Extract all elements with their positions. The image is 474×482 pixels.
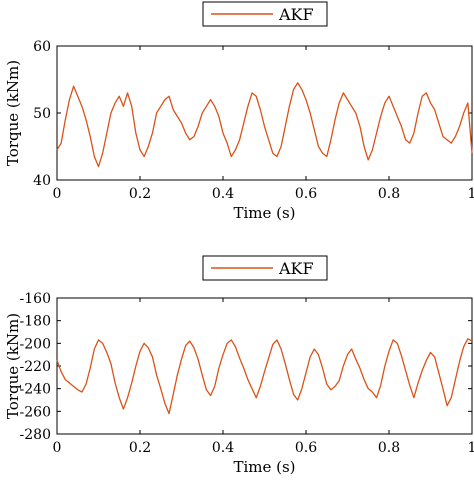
y-axis-label: Torque (kNm): [4, 313, 22, 419]
x-tick-label: 0.8: [378, 186, 400, 202]
series-line-akf: [56, 338, 473, 415]
y-tick-label: -200: [20, 336, 51, 352]
y-tick-label: -240: [20, 382, 51, 398]
legend-label: AKF: [278, 259, 314, 278]
x-tick-label: 0: [53, 186, 62, 202]
legend: AKF: [202, 1, 328, 27]
legend: AKF: [202, 255, 328, 281]
x-tick-label: 0.8: [378, 440, 400, 456]
x-tick-label: 0.6: [295, 186, 317, 202]
y-axis-label: Torque (kNm): [4, 60, 22, 166]
y-tick-label: -260: [20, 404, 51, 420]
y-tick-label: 50: [33, 106, 51, 122]
y-tick-label: 40: [33, 173, 51, 189]
x-tick-label: 0.4: [212, 186, 234, 202]
plot-area-frame: [56, 45, 473, 181]
y-tick-label: -180: [20, 314, 51, 330]
legend-label: AKF: [278, 5, 314, 24]
y-tick-label: -220: [20, 359, 51, 375]
x-tick-label: 1: [468, 186, 474, 202]
x-axis-label: Time (s): [233, 204, 295, 222]
y-tick-label: -280: [20, 427, 51, 443]
series-line-akf: [56, 82, 473, 168]
y-tick-label: -160: [20, 291, 51, 307]
x-tick-label: 0.4: [212, 440, 234, 456]
x-tick-label: 0.6: [295, 440, 317, 456]
x-tick-label: 0.2: [129, 440, 151, 456]
y-tick-label: 60: [33, 39, 51, 55]
x-tick-label: 0: [53, 440, 62, 456]
plot-area-frame: [56, 297, 473, 435]
x-tick-label: 0.2: [129, 186, 151, 202]
chart-panel-1: 0 0.2 0.4 0.6 0.8 1 40 50 60 Time (s) Torque (kNm)…: [4, 1, 474, 222]
x-tick-label: 1: [468, 440, 474, 456]
chart-panel-2: 0 0.2 0.4 0.6 0.8 1 -280 -260 -240 -220 -200 -180 -1…: [4, 255, 474, 476]
x-axis-label: Time (s): [233, 458, 295, 476]
